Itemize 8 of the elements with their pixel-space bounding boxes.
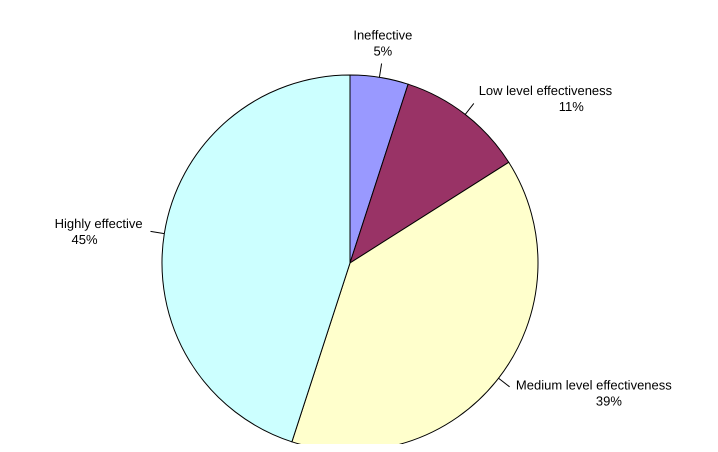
- slice-label: Medium level effectiveness: [516, 378, 672, 393]
- slice-label: Ineffective: [353, 28, 412, 43]
- data-label: 39%: [596, 394, 622, 409]
- data-label: 5%: [373, 44, 393, 59]
- slice-label: Highly effective: [54, 216, 143, 232]
- slice-label: Low level effectiveness: [478, 83, 613, 98]
- data-label: 45%: [72, 232, 98, 248]
- data-label: 11%: [558, 99, 584, 114]
